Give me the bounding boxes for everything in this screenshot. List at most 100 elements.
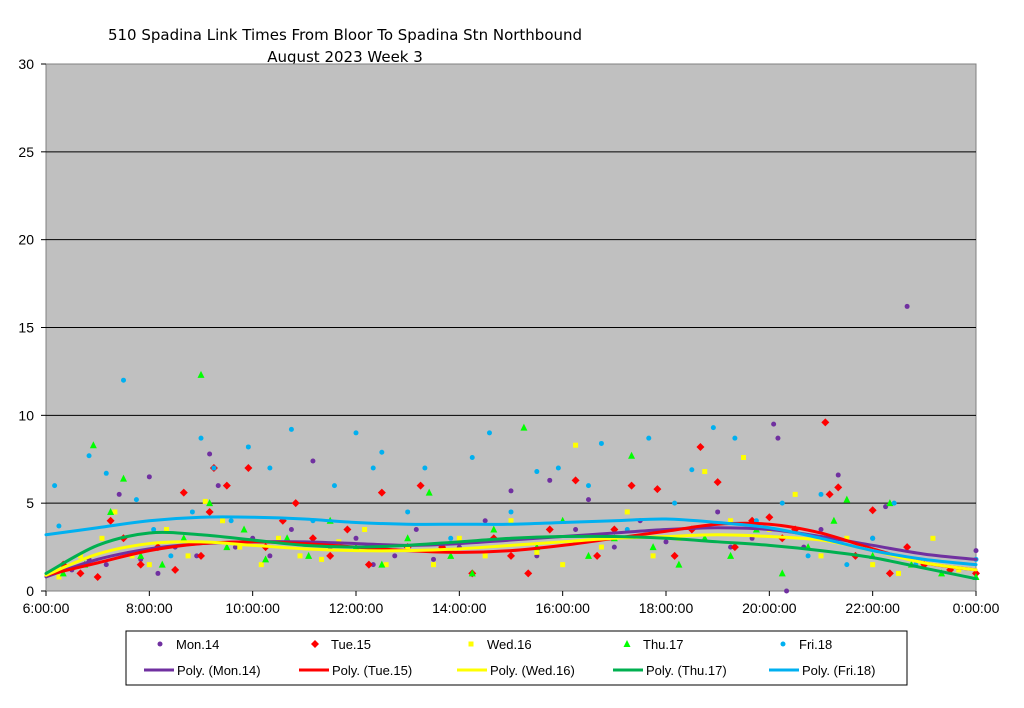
data-point: [545, 525, 554, 534]
data-point: [792, 491, 798, 497]
x-axis: 6:00:00 8:00:00 10:00:00 12:00:00 14:00:00 16…: [23, 591, 1000, 616]
data-point: [171, 565, 180, 574]
legend-label: Poly. (Fri.18): [802, 663, 875, 678]
data-point: [727, 551, 735, 559]
legend-marker: [157, 641, 163, 647]
data-point: [194, 553, 200, 559]
y-tick-label: 25: [18, 144, 34, 160]
data-point: [223, 543, 231, 551]
legend-label: Poly. (Mon.14): [177, 663, 261, 678]
data-point: [283, 534, 291, 542]
data-point: [702, 469, 708, 475]
data-point: [103, 470, 109, 476]
legend-label: Tue.15: [331, 637, 371, 652]
data-point: [136, 560, 145, 569]
data-point: [189, 509, 195, 515]
legend-label: Poly. (Wed.16): [490, 663, 575, 678]
data-point: [353, 535, 359, 541]
data-point: [586, 497, 591, 503]
data-point: [486, 430, 492, 436]
data-point: [973, 548, 979, 554]
trendline: [44, 521, 978, 577]
data-point: [903, 543, 912, 552]
data-point: [571, 476, 580, 485]
data-point: [896, 570, 901, 576]
data-point: [573, 527, 579, 533]
x-tick-label: 6:00:00: [23, 600, 70, 616]
data-point: [392, 553, 398, 559]
legend-label: Mon.14: [176, 637, 219, 652]
data-point: [202, 498, 208, 504]
data-point: [663, 539, 669, 545]
data-point: [469, 454, 475, 460]
data-point: [151, 527, 157, 533]
data-point: [560, 562, 566, 568]
data-point: [404, 534, 412, 542]
data-point: [146, 562, 152, 568]
data-point: [232, 544, 238, 550]
data-point: [689, 467, 695, 473]
data-point: [103, 562, 109, 568]
data-point: [258, 562, 264, 568]
x-tick-label: 12:00:00: [329, 600, 384, 616]
data-point: [825, 490, 834, 499]
data-point: [120, 474, 127, 482]
legend-marker: [780, 641, 786, 647]
data-point: [930, 535, 936, 541]
data-point: [765, 513, 774, 522]
data-point: [728, 544, 734, 550]
data-point: [106, 516, 115, 525]
legend-marker: [468, 641, 474, 647]
data-point: [297, 553, 303, 559]
x-tick-label: 8:00:00: [126, 600, 173, 616]
data-point: [237, 544, 243, 550]
data-point: [885, 569, 894, 578]
legend-marker: [311, 640, 319, 648]
data-point: [482, 553, 488, 559]
data-point: [197, 551, 205, 560]
legend-box: [125, 630, 908, 686]
data-point: [508, 488, 514, 494]
data-point: [405, 544, 411, 550]
data-point: [378, 560, 386, 568]
data-point: [291, 499, 300, 508]
data-point: [198, 435, 204, 441]
data-point: [904, 303, 910, 309]
y-tick-label: 20: [18, 232, 34, 248]
data-point: [821, 418, 830, 427]
data-point: [77, 553, 83, 559]
data-point: [870, 535, 876, 541]
data-point: [447, 551, 455, 559]
data-point: [56, 574, 62, 580]
data-point: [319, 556, 325, 562]
data-point: [220, 518, 226, 524]
data-point: [598, 440, 604, 446]
data-point: [93, 572, 102, 581]
data-point: [585, 551, 592, 559]
data-point: [121, 377, 126, 383]
legend-label: Fri.18: [799, 637, 832, 652]
data-point: [244, 464, 253, 473]
data-point: [844, 562, 850, 568]
data-point: [133, 497, 139, 503]
data-point: [155, 570, 161, 576]
data-point: [413, 527, 419, 533]
chart-subtitle: August 2023 Week 3: [267, 48, 423, 66]
data-point: [779, 500, 785, 506]
data-point: [383, 562, 389, 568]
data-point: [672, 500, 678, 506]
data-point: [624, 509, 630, 515]
data-point: [379, 449, 385, 455]
data-point: [490, 525, 498, 533]
data-point: [713, 478, 722, 487]
y-tick-label: 5: [26, 495, 34, 511]
data-point: [653, 485, 662, 494]
data-point: [197, 370, 205, 378]
data-point: [305, 551, 313, 559]
x-tick-label: 16:00:00: [535, 600, 590, 616]
data-point: [784, 588, 790, 594]
data-point: [741, 454, 746, 460]
data-point: [456, 535, 462, 541]
data-point: [468, 569, 476, 577]
